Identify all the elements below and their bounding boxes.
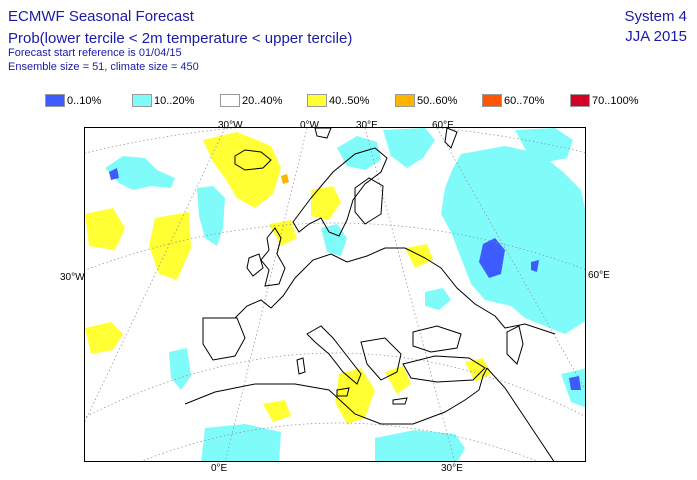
blue-patch-caspian: [479, 238, 505, 278]
probability-shading: [85, 128, 585, 461]
coast-novaya-zemlya: [444, 128, 458, 149]
blue-patch-north-atlantic: [109, 168, 119, 180]
legend-label-70-100: 70..100%: [592, 95, 639, 107]
map-title: ECMWF Seasonal Forecast: [8, 8, 194, 25]
coast-levant: [478, 367, 488, 391]
graticule-parallel-south: [85, 352, 585, 418]
cyan-patch-africa-east: [375, 430, 465, 461]
grid-label-top-0w: 0°W: [300, 120, 319, 131]
graticule: [85, 128, 585, 461]
cyan-patch-black-sea: [425, 288, 451, 310]
blue-patch-east: [531, 260, 539, 272]
legend-swatch-10-20: [132, 94, 152, 107]
grid-label-left-30w: 30°W: [60, 272, 85, 283]
grid-label-top-60e: 60°E: [432, 120, 454, 131]
coast-italy: [306, 325, 362, 385]
graticule-meridian-30w: [85, 128, 226, 422]
coast-sardinia: [296, 357, 306, 375]
ensemble-size-text: Ensemble size = 51, climate size = 450: [8, 61, 199, 73]
legend-swatch-70-100: [570, 94, 590, 107]
legend-label-0-10: 0..10%: [67, 95, 102, 107]
forecast-map: [84, 127, 586, 462]
yellow-patch-atlantic-center: [149, 212, 191, 280]
legend-label-20-40: 20..40%: [242, 95, 283, 107]
cyan-patch-arctic-east: [515, 128, 573, 162]
legend-label-60-70: 60..70%: [504, 95, 545, 107]
forecast-start-text: Forecast start reference is 01/04/15: [8, 47, 182, 59]
coast-turkey: [402, 355, 486, 383]
season-label: JJA 2015: [625, 28, 687, 45]
coast-sicily: [336, 387, 350, 397]
legend-label-50-60: 50..60%: [417, 95, 458, 107]
coast-caspian: [506, 325, 524, 365]
yellow-patch-west: [85, 208, 125, 250]
grid-label-top-30e: 30°E: [356, 120, 378, 131]
yellow-patch-south-russia: [405, 244, 433, 268]
coast-north-africa: [184, 383, 480, 425]
graticule-meridian-30e: [364, 128, 455, 461]
graticule-parallel-mid: [85, 222, 585, 271]
coast-finland: [354, 177, 384, 225]
legend-swatch-60-70: [482, 94, 502, 107]
cyan-patch-barents: [383, 128, 435, 168]
grid-label-right-60e: 60°E: [588, 270, 610, 281]
graticule-meridian-60e: [436, 128, 585, 390]
coast-svalbard: [314, 128, 332, 139]
yellow-patch-scandinavia: [311, 186, 341, 220]
coast-britain: [260, 227, 286, 287]
coast-arabia: [486, 367, 555, 461]
yellow-patch-iceland: [203, 132, 281, 208]
grid-label-bottom-30e: 30°E: [441, 463, 463, 474]
coast-black-sea: [412, 325, 462, 353]
coast-balkans: [360, 337, 402, 381]
legend-label-40-50: 40..50%: [329, 95, 370, 107]
legend-swatch-50-60: [395, 94, 415, 107]
yellow-patch-atlantic-low: [85, 322, 123, 354]
legend-label-10-20: 10..20%: [154, 95, 195, 107]
blue-patch-far-east: [569, 376, 581, 390]
coastlines: [184, 128, 556, 461]
orange-patch-iceland: [281, 174, 289, 184]
yellow-patch-central-med: [263, 400, 291, 422]
coast-iceland: [234, 149, 272, 171]
coast-iberia: [202, 317, 246, 361]
yellow-patch-greece: [385, 366, 411, 394]
map-subtitle: Prob(lower tercile < 2m temperature < up…: [8, 30, 353, 47]
cyan-patch-africa-west: [201, 424, 281, 461]
cyan-patch-atlantic-south: [169, 348, 191, 390]
coast-europe-main: [234, 247, 556, 335]
system-label: System 4: [624, 8, 687, 25]
cyan-patch-mid-atlantic: [197, 186, 225, 246]
coast-scandinavia: [292, 147, 388, 237]
graticule-parallel-north: [85, 128, 585, 154]
yellow-patch-italy: [335, 368, 375, 424]
yellow-patch-turkey: [465, 358, 491, 382]
legend-swatch-20-40: [220, 94, 240, 107]
coast-ireland: [246, 253, 264, 277]
cyan-patch-north-atlantic: [105, 156, 175, 190]
coast-crete: [392, 397, 408, 405]
legend-swatch-0-10: [45, 94, 65, 107]
cyan-patch-russia: [441, 146, 585, 334]
map-canvas: [85, 128, 585, 461]
graticule-parallel-far-south: [141, 422, 539, 461]
grid-label-bottom-0e: 0°E: [211, 463, 228, 474]
legend-swatch-40-50: [307, 94, 327, 107]
graticule-meridian-0: [225, 128, 308, 461]
grid-label-top-30w: 30°W: [218, 120, 243, 131]
yellow-patch-north-sea: [269, 220, 297, 246]
